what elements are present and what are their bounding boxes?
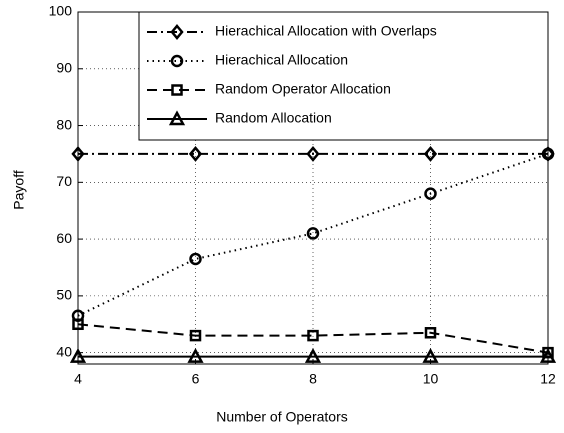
legend-marker bbox=[168, 110, 186, 126]
x-tick-label: 6 bbox=[192, 371, 200, 387]
y-tick-label: 100 bbox=[49, 3, 73, 19]
marker bbox=[422, 348, 439, 363]
legend-marker bbox=[170, 24, 184, 40]
y-tick-label: 80 bbox=[56, 116, 72, 132]
marker bbox=[189, 252, 202, 266]
marker bbox=[187, 348, 204, 363]
legend-label: Random Operator Allocation bbox=[215, 81, 391, 97]
marker bbox=[307, 329, 319, 342]
marker bbox=[424, 187, 437, 200]
marker bbox=[71, 145, 85, 162]
legend bbox=[138, 11, 549, 141]
x-tick-label: 12 bbox=[540, 371, 556, 387]
legend-marker bbox=[171, 84, 183, 96]
marker bbox=[189, 329, 202, 342]
marker bbox=[69, 348, 87, 363]
x-tick-label: 8 bbox=[309, 371, 317, 387]
marker bbox=[541, 147, 555, 161]
marker bbox=[304, 348, 322, 363]
marker bbox=[188, 145, 203, 162]
legend-label: Random Allocation bbox=[215, 110, 332, 126]
y-tick-label: 70 bbox=[56, 173, 72, 189]
marker bbox=[539, 348, 557, 363]
x-axis-label: Number of Operators bbox=[216, 409, 348, 425]
marker bbox=[306, 145, 320, 162]
marker bbox=[424, 327, 437, 339]
y-tick-label: 40 bbox=[56, 343, 72, 359]
legend-marker bbox=[170, 54, 184, 68]
series-line bbox=[77, 323, 549, 354]
x-tick-label: 10 bbox=[423, 371, 439, 387]
marker bbox=[423, 145, 438, 162]
marker bbox=[72, 318, 84, 331]
x-tick-label: 4 bbox=[74, 371, 82, 387]
y-tick-label: 90 bbox=[56, 59, 72, 75]
y-tick-label: 60 bbox=[56, 230, 72, 246]
marker bbox=[306, 227, 320, 240]
legend-label: Hierachical Allocation with Overlaps bbox=[215, 23, 437, 39]
y-axis-label: Payoff bbox=[11, 170, 27, 210]
y-tick-label: 50 bbox=[56, 287, 72, 303]
legend-label: Hierachical Allocation bbox=[215, 52, 348, 68]
